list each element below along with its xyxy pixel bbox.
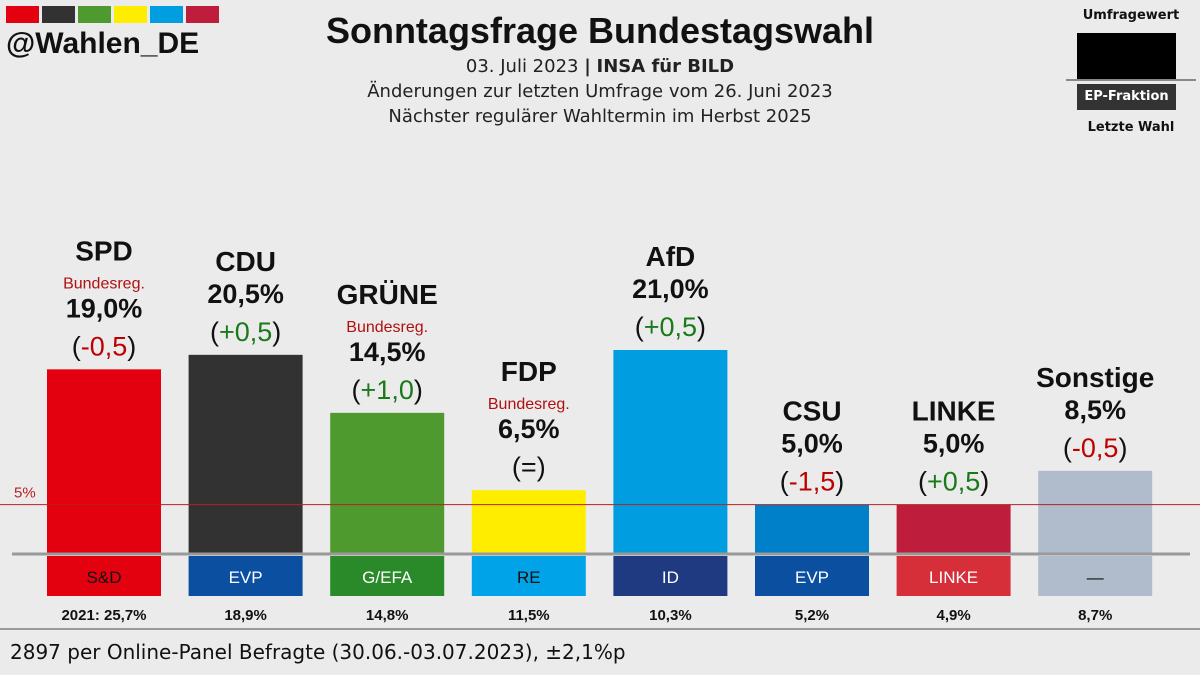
ep-box-grne [330, 556, 445, 596]
bar-grne [330, 412, 445, 553]
ep-box-sonstige [1038, 556, 1153, 596]
brand-flag-6 [186, 6, 219, 23]
value-label-spd: 19,0% [66, 293, 143, 323]
chart-header: Sonntagsfrage Bundestagswahl 03. Juli 20… [250, 8, 950, 129]
threshold-label: 5% [14, 485, 36, 502]
ep-box-csu [755, 556, 869, 596]
change-label-sonstige: (-0,5) [1063, 433, 1128, 463]
change-label-fdp: (=) [512, 452, 546, 482]
value-label-sonstige: 8,5% [1064, 395, 1126, 425]
survey-info: 03. Juli 2023 | INSA für BILD [250, 54, 950, 79]
party-label-sonstige: Sonstige [1036, 362, 1154, 393]
legend-ep-label: EP-Fraktion [1077, 84, 1176, 110]
last-election-spd: 2021: 25,7% [61, 607, 146, 624]
gov-label-fdp: Bundesreg. [488, 396, 570, 413]
last-election-afd: 10,3% [649, 607, 692, 624]
chart-title: Sonntagsfrage Bundestagswahl [325, 10, 875, 51]
ep-label-cdu: EVP [229, 568, 263, 587]
change-label-spd: (-0,5) [72, 331, 137, 361]
changes-note: Änderungen zur letzten Umfrage vom 26. J… [367, 81, 833, 102]
change-label-cdu: (+0,5) [210, 317, 281, 347]
last-election-linke: 4,9% [936, 607, 970, 624]
legend-poll-label: Umfragewert [1082, 8, 1180, 23]
bar-afd [613, 350, 728, 553]
value-label-cdu: 20,5% [207, 279, 284, 309]
change-label-linke: (+0,5) [918, 467, 989, 497]
change-label-grne: (+1,0) [352, 375, 423, 405]
ep-label-csu: EVP [795, 568, 829, 587]
ep-box-cdu [188, 556, 303, 596]
party-label-cdu: CDU [215, 246, 276, 277]
change-label-afd: (+0,5) [635, 312, 706, 342]
bar-linke [896, 504, 1011, 553]
ep-label-spd: S&D [87, 568, 122, 587]
bar-fdp [471, 490, 586, 553]
ep-label-fdp: RE [517, 568, 541, 587]
legend-last-election-label: Letzte Wahl [1087, 120, 1175, 135]
ep-box-linke [896, 556, 1011, 596]
bar-sonstige [1038, 470, 1153, 553]
ep-label-grne: G/EFA [362, 568, 413, 587]
party-label-spd: SPD [75, 235, 133, 266]
value-label-afd: 21,0% [632, 274, 709, 304]
legend-baseline [1066, 79, 1196, 81]
change-label-csu: (-1,5) [780, 467, 845, 497]
party-label-linke: LINKE [912, 396, 996, 427]
bar-spd [47, 369, 161, 553]
party-label-csu: CSU [782, 396, 841, 427]
party-label-grne: GRÜNE [337, 279, 438, 310]
value-label-fdp: 6,5% [498, 414, 560, 444]
ep-label-linke: LINKE [929, 568, 978, 587]
last-election-csu: 5,2% [795, 607, 829, 624]
value-label-csu: 5,0% [781, 429, 843, 459]
survey-separator: | [584, 56, 591, 77]
ep-box-afd [613, 556, 728, 596]
brand-handle: @Wahlen_DE [6, 27, 200, 60]
last-election-cdu: 18,9% [224, 607, 267, 624]
gov-label-grne: Bundesreg. [346, 319, 428, 336]
ep-label-afd: ID [662, 568, 679, 587]
ep-label-sonstige: — [1087, 568, 1104, 587]
brand-flags [6, 6, 219, 23]
brand-flag-5 [150, 6, 183, 23]
gov-label-spd: Bundesreg. [63, 275, 145, 292]
value-label-grne: 14,5% [349, 337, 426, 367]
bar-cdu [188, 354, 303, 553]
next-election-note: Nächster regulärer Wahltermin im Herbst … [388, 106, 812, 127]
ep-box-fdp [471, 556, 586, 596]
last-election-sonstige: 8,7% [1078, 607, 1112, 624]
bar-csu [755, 504, 869, 553]
legend: Umfragewert EP-Fraktion Letzte Wahl [1066, 0, 1196, 135]
footer-note: 2897 per Online-Panel Befragte (30.06.-0… [10, 640, 626, 664]
ep-box-spd [47, 556, 161, 596]
last-election-grne: 14,8% [366, 607, 409, 624]
party-label-afd: AfD [646, 241, 696, 272]
brand-flag-1 [6, 6, 39, 23]
value-label-linke: 5,0% [923, 429, 985, 459]
party-label-fdp: FDP [501, 356, 557, 387]
legend-bar-swatch [1077, 33, 1176, 79]
brand-flag-4 [114, 6, 147, 23]
footer-divider [0, 628, 1200, 630]
survey-institute: INSA für BILD [596, 56, 735, 77]
brand-flag-3 [78, 6, 111, 23]
brand-flag-2 [42, 6, 75, 23]
last-election-fdp: 11,5% [508, 607, 550, 624]
survey-date: 03. Juli 2023 [465, 56, 579, 77]
